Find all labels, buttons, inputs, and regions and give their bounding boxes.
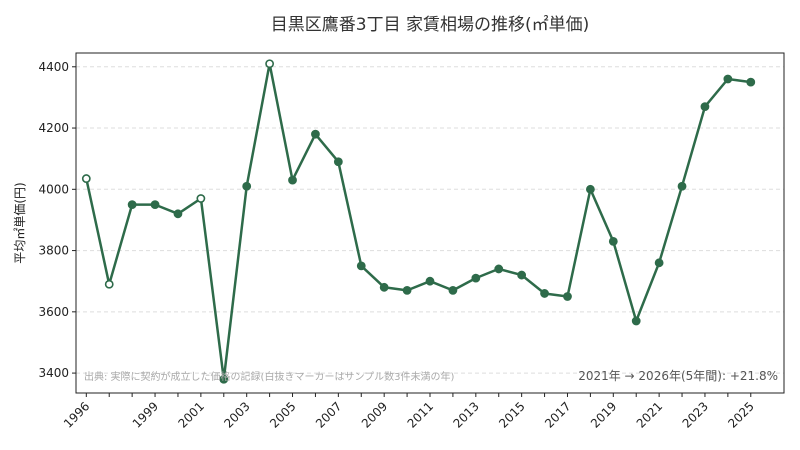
data-point	[494, 264, 504, 274]
x-tick-label: 2015	[496, 399, 527, 430]
x-tick-label: 2013	[450, 399, 481, 430]
x-tick-label: 2005	[267, 399, 298, 430]
data-point	[288, 175, 297, 185]
x-tick-label: 2019	[588, 399, 619, 430]
data-point	[654, 258, 664, 268]
data-point	[379, 282, 389, 292]
series-line	[85, 62, 751, 381]
gridlines	[76, 66, 784, 374]
data-point	[104, 279, 114, 289]
y-tick-label: 4200	[38, 121, 69, 135]
x-tick-label: 1996	[61, 399, 92, 430]
change-summary: 2021年 → 2026年(5年間): +21.8%	[578, 369, 778, 383]
y-tick-label: 3800	[38, 244, 69, 258]
y-tick-label: 4400	[38, 60, 69, 74]
plot-frame	[75, 52, 785, 394]
data-point	[517, 270, 527, 280]
data-point	[471, 273, 481, 283]
data-point	[585, 184, 595, 194]
data-point	[333, 157, 343, 167]
x-tick-label: 2025	[725, 399, 756, 430]
data-point	[173, 209, 183, 219]
data-point	[425, 276, 435, 286]
data-point	[219, 374, 229, 384]
data-point	[356, 261, 366, 271]
data-point	[631, 316, 641, 326]
x-tick-label: 1999	[130, 399, 161, 430]
x-axis: 1996 1999 2001 2003 2005 2007 2009 2011 2013 2015…	[61, 393, 757, 431]
data-point	[242, 181, 252, 191]
y-axis-label: 平均㎡単価(円)	[13, 182, 27, 263]
data-point	[265, 59, 275, 69]
x-tick-label: 2017	[542, 399, 573, 430]
x-tick-label: 2003	[221, 399, 252, 430]
x-tick-label: 2001	[175, 399, 206, 430]
data-point	[608, 236, 618, 246]
chart-title: 目黒区鷹番3丁目 家賃相場の推移(㎡単価)	[271, 14, 589, 35]
x-tick-label: 2023	[680, 399, 711, 430]
data-point	[563, 292, 572, 301]
data-point	[150, 200, 160, 210]
data-point	[81, 174, 91, 183]
data-point	[746, 77, 756, 87]
data-point	[311, 129, 320, 139]
y-axis: 3400 3600 3800 4000 4200 4400	[38, 60, 76, 380]
x-tick-label: 2011	[405, 399, 436, 430]
data-point	[700, 102, 710, 112]
source-note: 出典: 実際に契約が成立した価格の記録(白抜きマーカーはサンプル数3件未満の年)	[84, 370, 455, 383]
data-point	[723, 74, 733, 84]
data-point	[402, 285, 412, 295]
x-tick-label: 2021	[634, 399, 665, 430]
x-tick-label: 2009	[359, 399, 390, 430]
x-tick-label: 2007	[313, 399, 344, 430]
data-points	[81, 59, 756, 384]
data-point	[448, 285, 458, 295]
data-point	[127, 200, 137, 210]
data-point	[677, 181, 687, 191]
y-tick-label: 3600	[38, 305, 69, 319]
data-point	[540, 289, 549, 298]
y-tick-label: 3400	[38, 366, 69, 380]
y-tick-label: 4000	[38, 182, 69, 196]
data-point	[196, 194, 206, 203]
